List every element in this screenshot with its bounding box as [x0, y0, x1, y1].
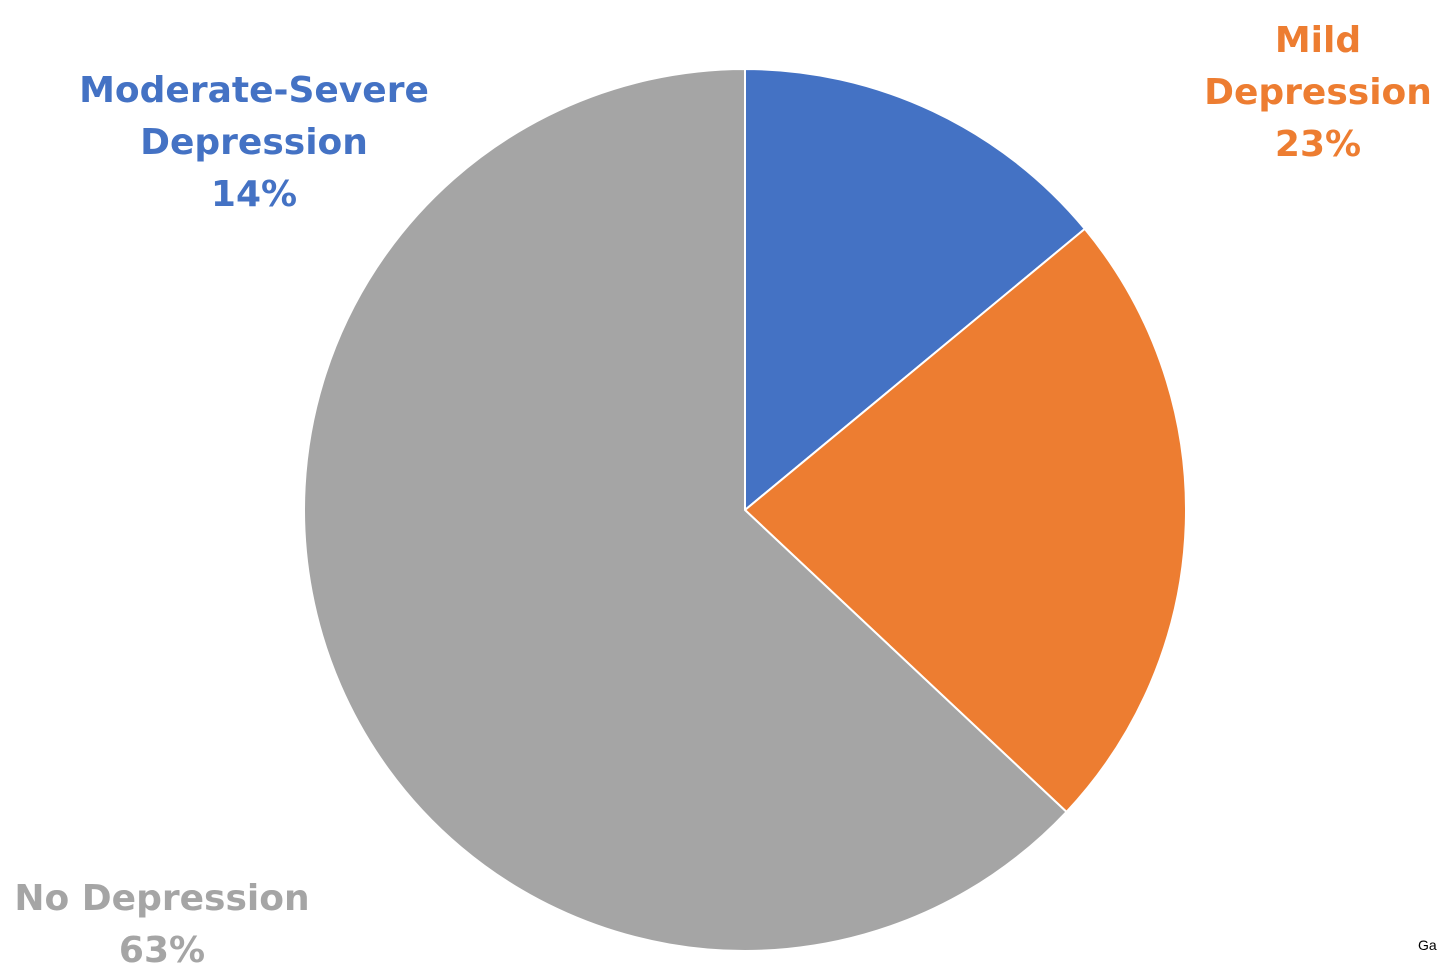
- footer-text-fragment: Ga: [1418, 937, 1437, 953]
- data-label-category-line: Depression: [1204, 72, 1432, 113]
- data-label-category-line: Depression: [140, 122, 368, 163]
- data-label-category-line: Moderate-Severe: [79, 70, 429, 111]
- data-labels: Moderate-Severe Depression 14% Mild Depressi…: [14, 20, 1432, 965]
- pie-slice-1: [744, 227, 1187, 813]
- data-label-0: Moderate-Severe Depression 14%: [79, 70, 429, 215]
- data-label-1: Mild Depression 23%: [1204, 20, 1432, 165]
- pie-slice-2: [303, 68, 1068, 952]
- data-label-percent: 23%: [1275, 124, 1361, 165]
- data-label-2: No Depression 63%: [14, 878, 309, 965]
- data-label-category-line: No Depression: [14, 878, 309, 919]
- data-label-percent: 14%: [211, 174, 297, 215]
- data-label-category-line: Mild: [1275, 20, 1361, 61]
- pie-slices: [303, 68, 1187, 952]
- pie-slice-0: [744, 68, 1086, 511]
- data-label-percent: 63%: [119, 930, 205, 965]
